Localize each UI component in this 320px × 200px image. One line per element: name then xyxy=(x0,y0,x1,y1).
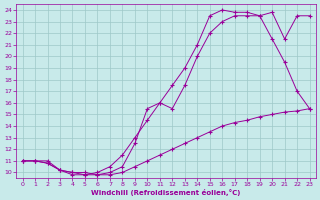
X-axis label: Windchill (Refroidissement éolien,°C): Windchill (Refroidissement éolien,°C) xyxy=(92,189,241,196)
